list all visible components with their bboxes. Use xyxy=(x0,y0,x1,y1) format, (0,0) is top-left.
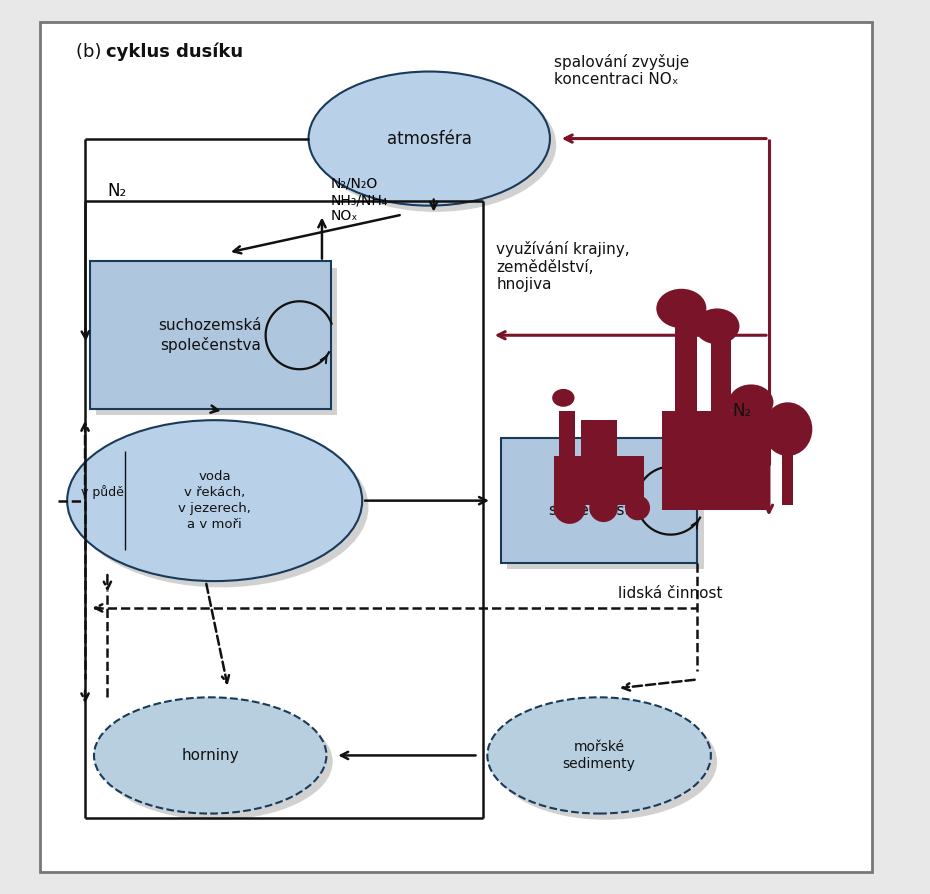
Bar xyxy=(559,411,575,456)
Ellipse shape xyxy=(73,426,368,587)
Text: lidská činnost: lidská činnost xyxy=(618,586,723,601)
Text: horniny: horniny xyxy=(181,748,239,763)
Ellipse shape xyxy=(100,704,333,820)
Ellipse shape xyxy=(94,697,326,814)
Text: N₂: N₂ xyxy=(107,182,126,200)
FancyBboxPatch shape xyxy=(507,444,704,569)
FancyBboxPatch shape xyxy=(96,268,338,415)
Text: suchozemská
společenstva: suchozemská společenstva xyxy=(158,317,262,353)
Bar xyxy=(711,340,731,411)
Circle shape xyxy=(590,493,618,522)
Ellipse shape xyxy=(315,78,556,212)
Text: využívání krajiny,
zemědělství,
hnojiva: využívání krajiny, zemědělství, hnojiva xyxy=(497,241,630,292)
FancyBboxPatch shape xyxy=(500,438,698,563)
Ellipse shape xyxy=(487,697,711,814)
Bar xyxy=(554,456,644,505)
Ellipse shape xyxy=(657,289,707,328)
Bar xyxy=(782,451,793,505)
Ellipse shape xyxy=(67,420,362,581)
Text: (b): (b) xyxy=(76,43,107,61)
Circle shape xyxy=(625,495,650,520)
Circle shape xyxy=(553,492,586,524)
Text: spalování zvyšuje
koncentraci NOₓ: spalování zvyšuje koncentraci NOₓ xyxy=(554,54,690,87)
Text: v půdě: v půdě xyxy=(81,485,124,499)
Text: atmosféra: atmosféra xyxy=(387,130,472,148)
Text: N₂: N₂ xyxy=(733,402,751,420)
Ellipse shape xyxy=(729,384,774,420)
Text: voda
v řekách,
v jezerech,
a v moři: voda v řekách, v jezerech, a v moři xyxy=(179,470,251,531)
Ellipse shape xyxy=(309,72,550,206)
Text: mořské
sedimenty: mořské sedimenty xyxy=(563,739,635,772)
Ellipse shape xyxy=(552,389,575,407)
Text: vodní
společenstva: vodní společenstva xyxy=(549,483,649,519)
FancyBboxPatch shape xyxy=(89,261,331,409)
Text: N₂/N₂O
NH₃/NH₄
NOₓ: N₂/N₂O NH₃/NH₄ NOₓ xyxy=(331,177,389,224)
Bar xyxy=(581,420,617,456)
Ellipse shape xyxy=(764,402,812,456)
Ellipse shape xyxy=(494,704,717,820)
Text: cyklus dusíku: cyklus dusíku xyxy=(106,43,243,62)
Bar xyxy=(661,411,769,510)
Bar xyxy=(675,322,698,411)
Bar xyxy=(733,420,769,501)
FancyBboxPatch shape xyxy=(40,22,871,872)
Ellipse shape xyxy=(695,308,739,344)
